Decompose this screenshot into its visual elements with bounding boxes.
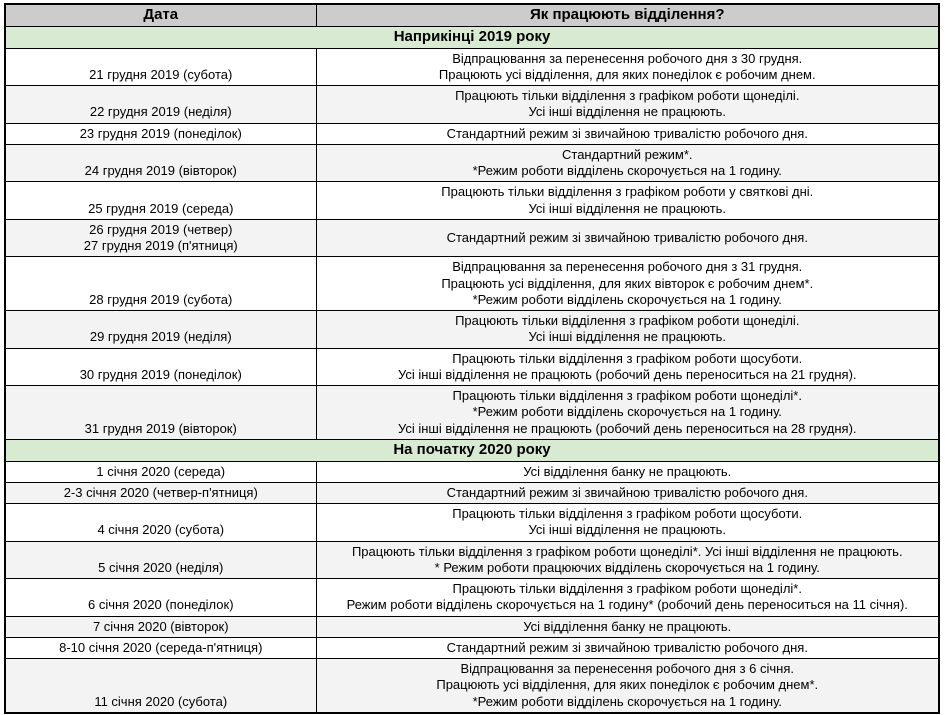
table-row: 4 січня 2020 (субота) Працюють тільки від…	[4, 503, 940, 542]
table-row: 23 грудня 2019 (понеділок) Стандартний ре…	[4, 122, 940, 145]
schedule-table: Дата Як працюють відділення? Наприкінці …	[4, 3, 940, 714]
date-cell: 1 січня 2020 (середа)	[4, 460, 317, 483]
info-cell: Відпрацювання за перенесення робочого дн…	[315, 256, 940, 311]
column-header-work: Як працюють відділення?	[315, 3, 940, 27]
table-row: 5 січня 2020 (неділя) Працюють тільки від…	[4, 540, 940, 579]
date-cell: 25 грудня 2019 (середа)	[4, 181, 317, 220]
table-row: 25 грудня 2019 (середа) Працюють тільки в…	[4, 181, 940, 220]
date-cell: 24 грудня 2019 (вівторок)	[4, 143, 317, 183]
header-row: Дата Як працюють відділення?	[4, 3, 940, 27]
date-cell: 29 грудня 2019 (неділя)	[4, 310, 317, 349]
table-row: 21 грудня 2019 (субота) Відпрацювання за …	[4, 47, 940, 86]
info-cell: Працюють тільки відділення з графіком ро…	[315, 540, 940, 579]
info-cell: Стандартний режим зі звичайною триваліст…	[315, 122, 940, 145]
info-cell: Стандартний режим зі звичайною триваліст…	[315, 218, 940, 258]
table-row: 1 січня 2020 (середа) Усі відділення банк…	[4, 460, 940, 483]
date-cell: 6 січня 2020 (понеділок)	[4, 578, 317, 617]
date-cell: 2-3 січня 2020 (четвер-п'ятниця)	[4, 481, 317, 505]
info-cell: Відпрацювання за перенесення робочого дн…	[315, 47, 940, 86]
date-cell: 26 грудня 2019 (четвер) 27 грудня 2019 (…	[4, 218, 317, 258]
date-cell: 28 грудня 2019 (субота)	[4, 256, 317, 311]
table-row: 11 січня 2020 (субота) Відпрацювання за п…	[4, 657, 940, 714]
info-cell: Відпрацювання за перенесення робочого дн…	[315, 657, 940, 714]
info-cell: Стандартний режим зі звичайною триваліст…	[315, 636, 940, 660]
table-row: 29 грудня 2019 (неділя) Працюють тільки в…	[4, 310, 940, 349]
info-cell: Працюють тільки відділення з графіком ро…	[315, 181, 940, 220]
date-cell: 21 грудня 2019 (субота)	[4, 47, 317, 86]
table-row: 26 грудня 2019 (четвер) 27 грудня 2019 (…	[4, 218, 940, 258]
table-row: 31 грудня 2019 (вівторок) Працюють тільки…	[4, 385, 940, 440]
info-cell: Усі відділення банку не працюють.	[315, 460, 940, 483]
info-cell: Працюють тільки відділення з графіком ро…	[315, 385, 940, 440]
info-cell: Стандартний режим зі звичайною триваліст…	[315, 481, 940, 505]
date-cell: 4 січня 2020 (субота)	[4, 503, 317, 542]
info-cell: Стандартний режим*. *Режим роботи відділ…	[315, 143, 940, 183]
date-cell: 22 грудня 2019 (неділя)	[4, 85, 317, 124]
info-cell: Усі відділення банку не працюють.	[315, 615, 940, 638]
section-title: На початку 2020 року	[4, 438, 940, 462]
date-cell: 30 грудня 2019 (понеділок)	[4, 347, 317, 386]
date-cell: 8-10 січня 2020 (середа-п'ятниця)	[4, 636, 317, 660]
info-cell: Працюють тільки відділення з графіком ро…	[315, 310, 940, 349]
table-row: 30 грудня 2019 (понеділок) Працюють тільк…	[4, 347, 940, 386]
date-cell: 7 січня 2020 (вівторок)	[4, 615, 317, 638]
date-cell: 5 січня 2020 (неділя)	[4, 540, 317, 579]
table-row: 8-10 січня 2020 (середа-п'ятниця) Стандар…	[4, 636, 940, 660]
date-cell: 31 грудня 2019 (вівторок)	[4, 385, 317, 440]
section-title: Наприкінці 2019 року	[4, 25, 940, 49]
table-row: 24 грудня 2019 (вівторок) Стандартний реж…	[4, 143, 940, 183]
table-row: 22 грудня 2019 (неділя) Працюють тільки в…	[4, 85, 940, 124]
table-row: 28 грудня 2019 (субота) Відпрацювання за …	[4, 256, 940, 311]
info-cell: Працюють тільки відділення з графіком ро…	[315, 578, 940, 617]
section-header-row: На початку 2020 року	[4, 438, 940, 462]
table-body: Наприкінці 2019 року 21 грудня 2019 (субо…	[4, 25, 940, 714]
info-cell: Працюють тільки відділення з графіком ро…	[315, 85, 940, 124]
table-row: 2-3 січня 2020 (четвер-п'ятниця) Стандарт…	[4, 481, 940, 505]
section-header-row: Наприкінці 2019 року	[4, 25, 940, 49]
table-row: 7 січня 2020 (вівторок) Усі відділення ба…	[4, 615, 940, 638]
table-row: 6 січня 2020 (понеділок) Працюють тільки …	[4, 578, 940, 617]
date-cell: 23 грудня 2019 (понеділок)	[4, 122, 317, 145]
info-cell: Працюють тільки відділення з графіком ро…	[315, 347, 940, 386]
date-cell: 11 січня 2020 (субота)	[4, 657, 317, 714]
info-cell: Працюють тільки відділення з графіком ро…	[315, 503, 940, 542]
column-header-date: Дата	[4, 3, 317, 27]
